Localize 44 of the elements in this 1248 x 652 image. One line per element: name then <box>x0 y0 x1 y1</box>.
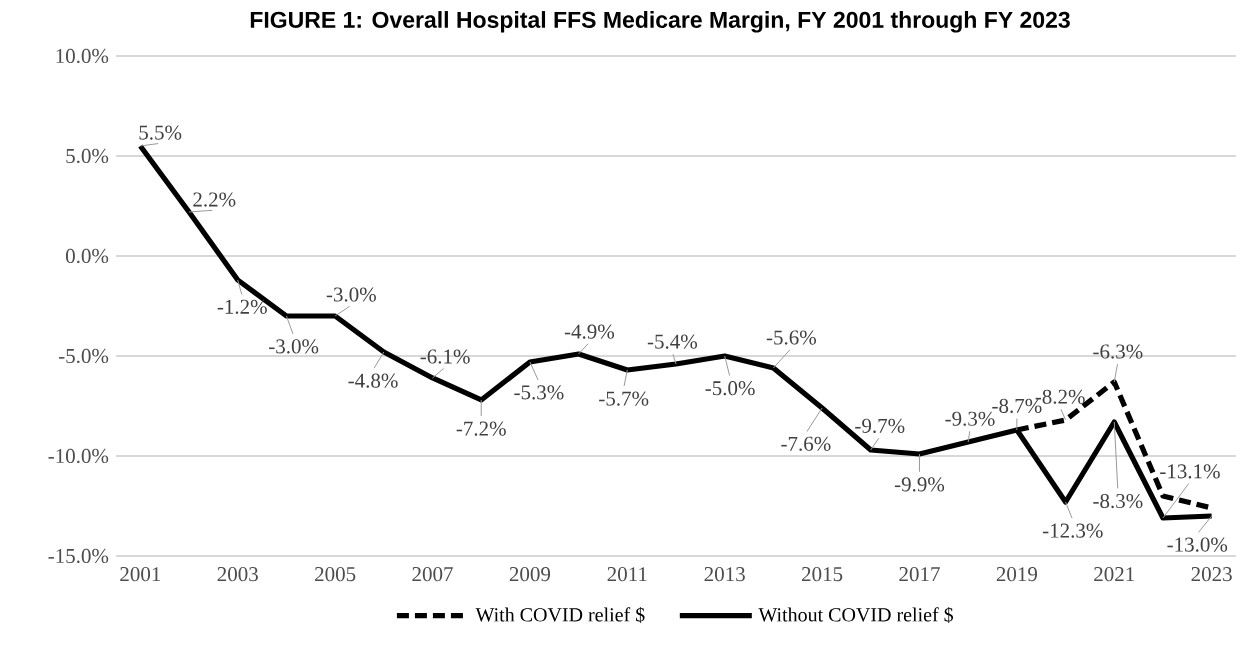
x-tick-label: 2013 <box>704 567 745 582</box>
y-tick-label: -15.0% <box>48 548 109 564</box>
data-label: 2.2% <box>193 192 236 207</box>
data-label: -6.3% <box>1093 344 1143 359</box>
data-label: -7.2% <box>456 421 506 436</box>
y-tick-label: -10.0% <box>48 448 109 464</box>
data-label: -5.6% <box>766 330 817 345</box>
x-tick-label: 2017 <box>899 567 940 582</box>
data-label: -3.0% <box>326 287 376 302</box>
data-label: -12.3% <box>1042 523 1103 538</box>
y-tick-label: 5.0% <box>66 148 109 164</box>
data-label: -1.2% <box>217 299 267 314</box>
data-label: -5.0% <box>705 381 755 396</box>
x-tick-label: 2011 <box>607 567 647 582</box>
data-label: -3.0% <box>269 339 319 354</box>
data-label: -13.1% <box>1160 464 1220 479</box>
data-label: -9.3% <box>945 411 995 426</box>
data-label: -9.9% <box>894 477 945 492</box>
data-label: -5.3% <box>514 385 564 400</box>
x-tick-label: 2021 <box>1094 567 1134 582</box>
data-label: -6.1% <box>420 349 470 364</box>
y-tick-label: -5.0% <box>58 348 109 364</box>
y-tick-label: 10.0% <box>56 48 109 64</box>
data-label: -4.9% <box>564 324 615 339</box>
x-tick-label: 2009 <box>509 567 551 582</box>
data-label: 5.5% <box>139 125 182 140</box>
data-label: -13.0% <box>1167 537 1228 552</box>
y-tick-label: 0.0% <box>65 248 109 264</box>
data-label: -5.7% <box>599 391 649 406</box>
x-tick-label: 2019 <box>996 567 1037 582</box>
data-label: -7.6% <box>781 436 831 451</box>
data-label: -5.4% <box>647 334 698 349</box>
x-tick-label: 2001 <box>120 567 161 582</box>
x-tick-label: 2007 <box>412 567 453 582</box>
legend-label: Without COVID relief $ <box>758 606 954 623</box>
legend-label: With COVID relief $ <box>475 606 645 623</box>
chart-title: FIGURE 1: Overall Hospital FFS Medicare Margin, FY 2001 through FY 2023 <box>250 11 1070 33</box>
x-tick-label: 2005 <box>315 567 356 582</box>
x-tick-label: 2003 <box>217 567 258 582</box>
data-label: -9.7% <box>855 418 905 433</box>
data-label: -8.3% <box>1093 493 1143 509</box>
data-label: -4.8% <box>348 373 398 388</box>
x-tick-label: 2023 <box>1191 567 1232 582</box>
x-tick-label: 2015 <box>802 567 843 582</box>
